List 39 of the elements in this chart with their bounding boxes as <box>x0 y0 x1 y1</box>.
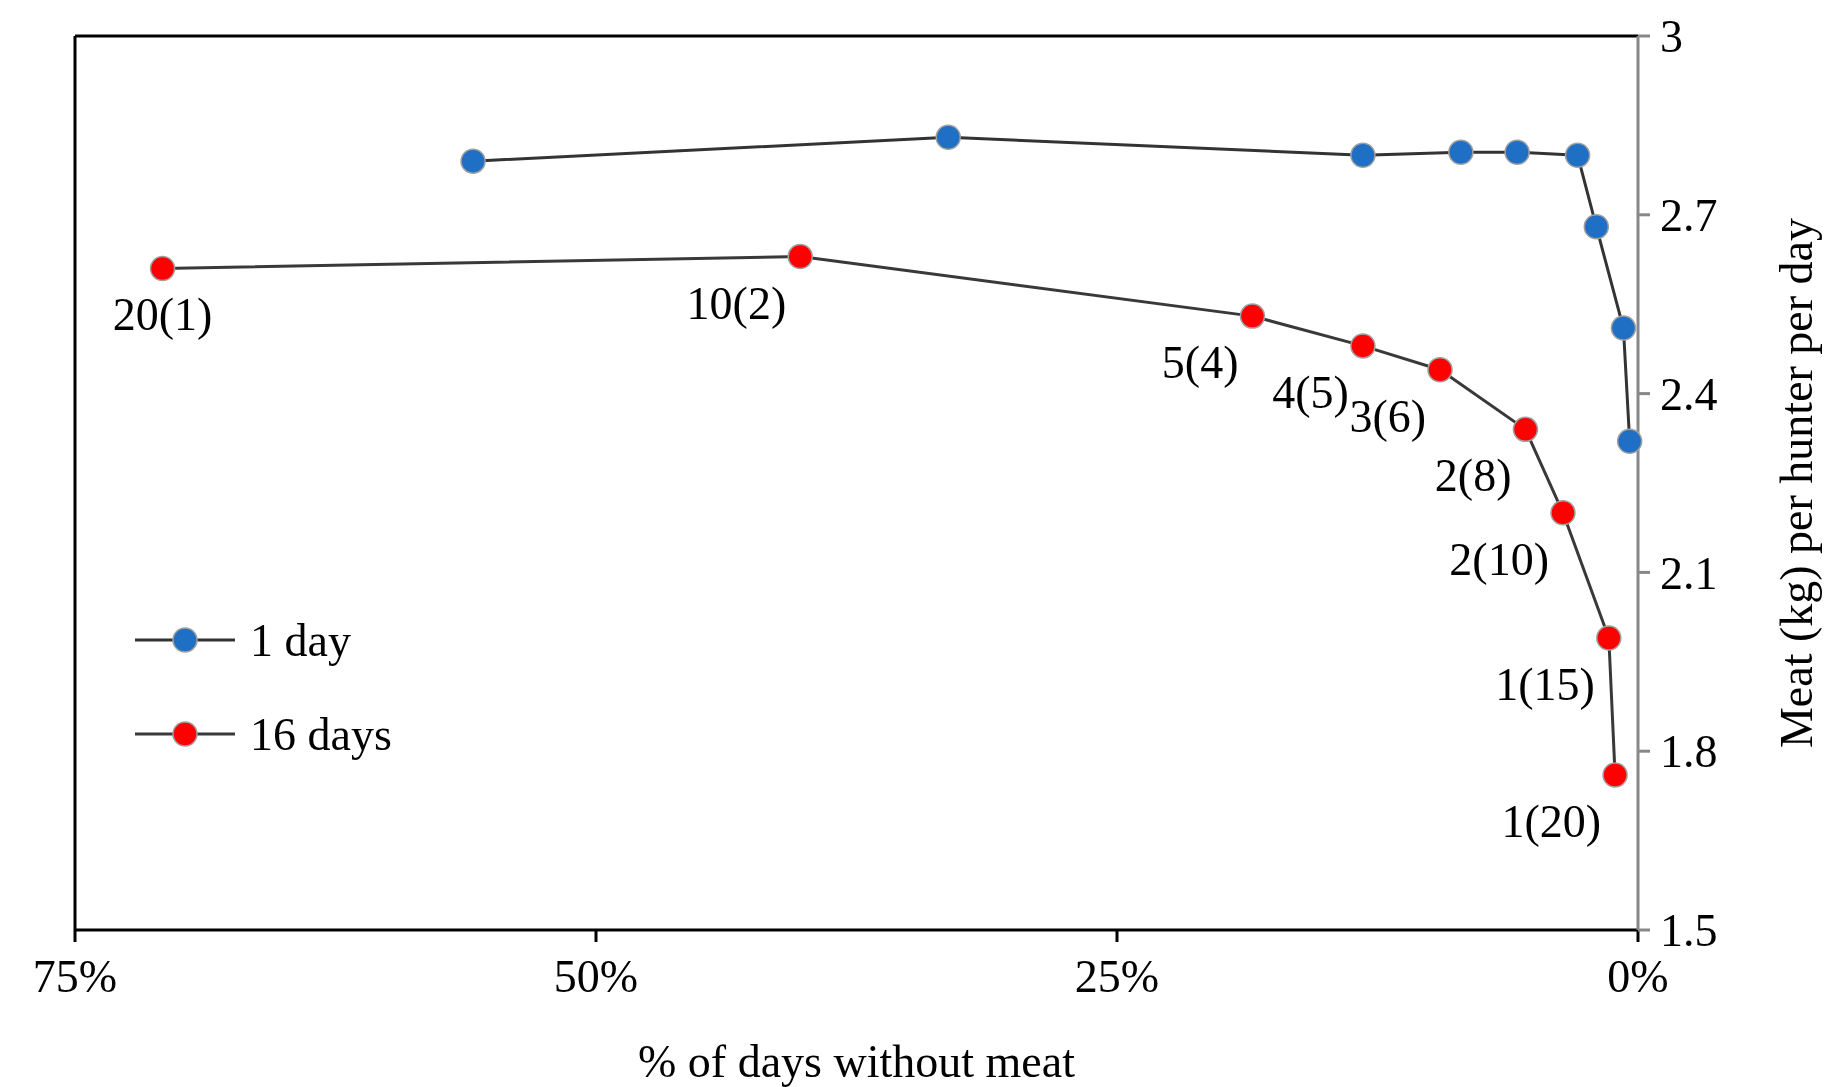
annotation: 20(1) <box>112 289 213 341</box>
point <box>935 124 961 151</box>
annotation: 3(6) <box>1349 390 1427 442</box>
point <box>1583 213 1610 240</box>
annotation: 4(5) <box>1272 366 1349 418</box>
y-tick-label: 3 <box>1660 11 1683 63</box>
point <box>1602 762 1628 788</box>
y-tick-label: 2.7 <box>1660 189 1718 241</box>
x-tick-label: 25% <box>1074 951 1160 1002</box>
point <box>1550 500 1576 526</box>
annotation: 2(10) <box>1449 533 1549 585</box>
y-tick-label: 2.1 <box>1660 547 1718 599</box>
point <box>1504 139 1530 165</box>
point <box>460 148 486 174</box>
point <box>1512 416 1539 443</box>
x-tick-label: 75% <box>32 951 118 1002</box>
annotation: 2(8) <box>1434 450 1512 502</box>
point <box>1350 142 1376 168</box>
x-axis-title: % of days without meat <box>638 1036 1076 1087</box>
point <box>1427 357 1453 383</box>
annotation: 5(4) <box>1161 337 1239 389</box>
point <box>1448 139 1474 165</box>
point <box>1596 625 1622 651</box>
legend-label: 16 days <box>250 709 392 761</box>
point <box>1350 333 1376 359</box>
legend-label: 1 day <box>250 615 351 667</box>
annotation: 10(2) <box>686 277 787 329</box>
point <box>1239 303 1266 329</box>
point <box>1564 142 1591 168</box>
y-tick-label: 2.4 <box>1660 368 1718 420</box>
point <box>1610 315 1637 341</box>
point <box>787 243 813 270</box>
annotation: 1(15) <box>1495 658 1595 710</box>
annotation: 1(20) <box>1501 796 1602 848</box>
y-axis-title: Meat (kg) per hunter per day <box>1771 217 1822 749</box>
y-tick-label: 1.8 <box>1660 726 1718 778</box>
point <box>1616 428 1643 455</box>
point <box>149 255 176 282</box>
x-tick-label: 50% <box>553 951 639 1002</box>
